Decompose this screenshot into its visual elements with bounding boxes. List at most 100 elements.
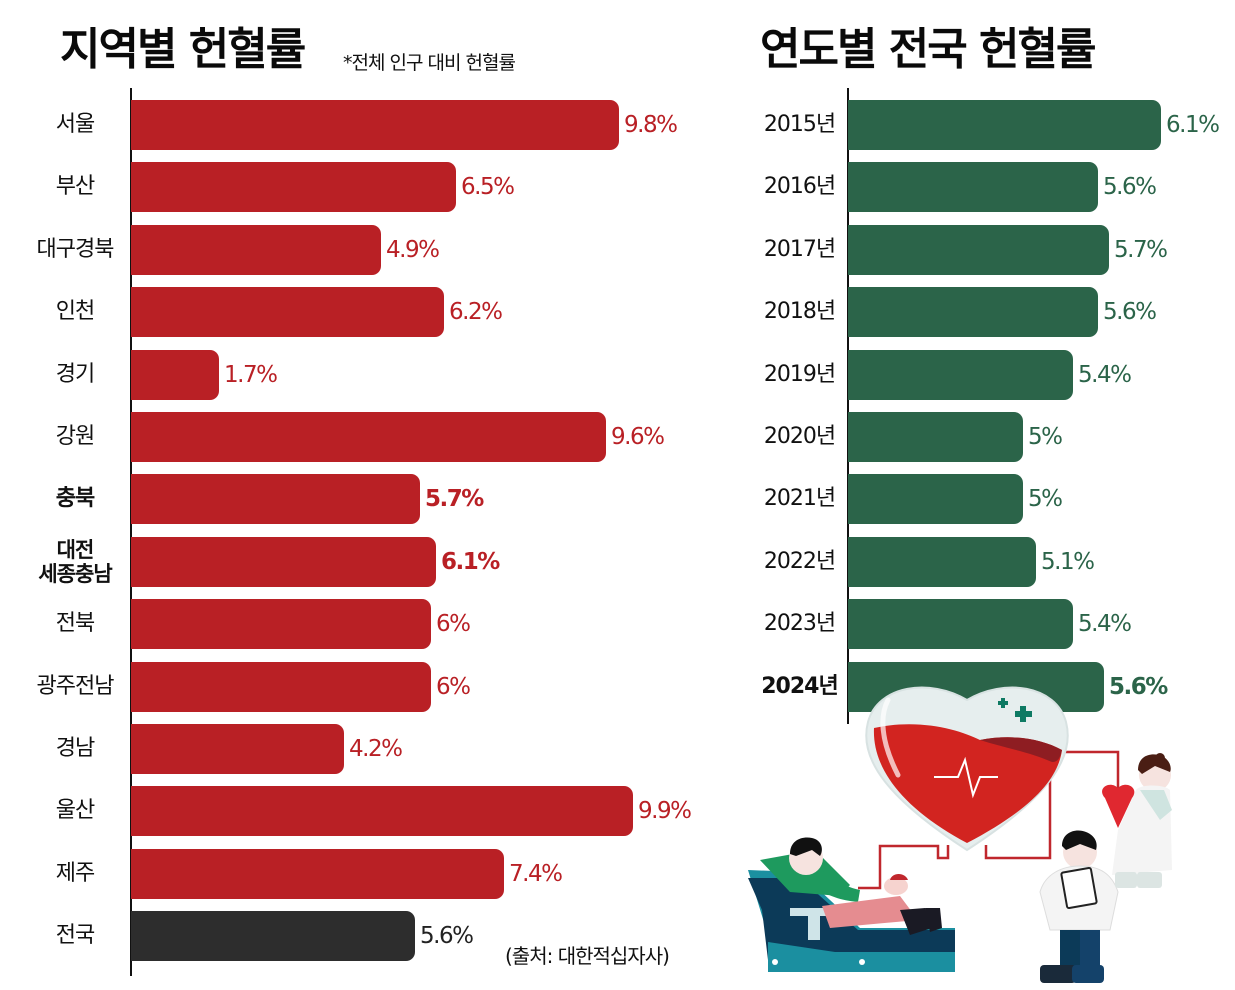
- year-label: 2022년: [763, 548, 836, 574]
- year-row: 2019년 5.4%: [0, 349, 1235, 400]
- regional-chart-axis: [130, 88, 132, 976]
- region-row: 경남 4.2%: [0, 724, 1235, 774]
- doctor-with-clipboard: [1039, 830, 1119, 983]
- year-row: 2021년 5%: [0, 474, 1235, 525]
- region-bar: [131, 786, 633, 837]
- value-label: 5%: [1028, 486, 1063, 513]
- value-label: 5.4%: [1078, 611, 1132, 638]
- value-label: 4.2%: [349, 736, 403, 762]
- region-row: 전북 6%: [0, 599, 1235, 650]
- year-row: 2022년 5.1%: [0, 536, 1235, 587]
- region-row: 대전 세종충남 6.1%: [0, 536, 1235, 587]
- year-label: 2021년: [763, 486, 836, 512]
- value-label: 5.6%: [1103, 174, 1157, 201]
- region-bar: [131, 661, 431, 712]
- medical-plus-icon: [998, 698, 1032, 722]
- region-bar: [131, 412, 606, 462]
- value-label: 5.7%: [1114, 236, 1168, 263]
- category-label-line: 대전: [56, 537, 95, 562]
- value-label: 6.1%: [1166, 112, 1220, 138]
- region-row: 부산 6.5%: [0, 162, 1235, 213]
- region-label: 부산: [55, 174, 95, 200]
- region-bar: [131, 162, 456, 213]
- region-bar: [131, 287, 444, 338]
- year-label: 2024년: [761, 673, 838, 699]
- year-bar: [848, 100, 1161, 150]
- blood-donation-illustration: [748, 686, 1172, 983]
- yearly-chart-axis: [847, 88, 849, 724]
- region-row: 전국 5.6%: [0, 911, 1235, 962]
- value-label: 5.1%: [1041, 548, 1095, 575]
- year-bar: [848, 536, 1036, 587]
- region-bar: [131, 911, 415, 962]
- year-bar: [848, 162, 1098, 213]
- value-label: 5.4%: [1078, 361, 1132, 388]
- region-bar: [131, 724, 344, 774]
- tube-lines: [858, 750, 1120, 890]
- year-label: 2018년: [763, 299, 836, 325]
- year-bar: [848, 349, 1073, 400]
- value-label: 5%: [1028, 424, 1063, 450]
- year-label: 2020년: [763, 424, 836, 449]
- region-label: 대전 세종충남: [20, 537, 130, 587]
- region-bar: [131, 224, 381, 275]
- region-label: 경기: [55, 361, 95, 387]
- year-bar: [848, 287, 1098, 338]
- value-label: 5.6%: [1109, 673, 1168, 700]
- region-bar: [131, 474, 420, 525]
- region-label: 울산: [55, 798, 95, 824]
- donor-in-chair: [748, 837, 955, 972]
- region-bar: [131, 848, 504, 899]
- region-row: 서울 9.8%: [0, 100, 1235, 150]
- region-row: 광주전남 6%: [0, 661, 1235, 712]
- value-label: 5.6%: [420, 923, 474, 950]
- year-label: 2016년: [763, 174, 836, 200]
- year-row: 2018년 5.6%: [0, 287, 1235, 338]
- heartbeat-line-icon: [934, 756, 998, 799]
- value-label: 6.5%: [461, 174, 515, 201]
- year-bar: [848, 224, 1109, 275]
- regional-chart-subtitle: *전체 인구 대비 헌혈률: [343, 52, 516, 74]
- region-label: 전국: [55, 923, 95, 949]
- region-label: 광주전남: [36, 673, 115, 699]
- year-label: 2019년: [763, 361, 836, 387]
- regional-chart-title: 지역별 헌혈률: [60, 24, 306, 75]
- region-row: 울산 9.9%: [0, 786, 1235, 837]
- year-label: 2015년: [763, 112, 836, 137]
- region-row: 인천 6.2%: [0, 287, 1235, 338]
- value-label: 5.6%: [1103, 299, 1157, 326]
- value-label: 9.6%: [611, 424, 665, 450]
- region-label: 충북: [55, 486, 95, 512]
- year-row: 2020년 5%: [0, 412, 1235, 462]
- region-row: 강원 9.6%: [0, 412, 1235, 462]
- region-row: 대구경북 4.9%: [0, 224, 1235, 275]
- value-label: 6.1%: [441, 548, 500, 575]
- region-label: 제주: [55, 860, 95, 886]
- value-label: 6%: [436, 611, 471, 638]
- value-label: 6.2%: [449, 299, 503, 326]
- value-label: 1.7%: [224, 361, 278, 388]
- region-label: 강원: [55, 424, 95, 449]
- region-bar: [131, 100, 619, 150]
- region-row: 경기 1.7%: [0, 349, 1235, 400]
- region-bar: [131, 536, 436, 587]
- year-row: 2015년 6.1%: [0, 100, 1235, 150]
- year-row: 2017년 5.7%: [0, 224, 1235, 275]
- region-label: 서울: [55, 112, 95, 137]
- year-label: 2017년: [763, 236, 836, 262]
- category-label-line: 세종충남: [38, 561, 112, 586]
- region-label: 전북: [55, 611, 95, 637]
- region-bar: [131, 599, 431, 650]
- value-label: 6%: [436, 673, 471, 700]
- region-row: 제주 7.4%: [0, 848, 1235, 899]
- value-label: 5.7%: [425, 486, 484, 513]
- value-label: 7.4%: [509, 860, 563, 887]
- value-label: 9.9%: [638, 798, 692, 825]
- year-bar: [848, 474, 1023, 525]
- value-label: 4.9%: [386, 236, 440, 263]
- year-bar: [848, 599, 1073, 650]
- region-label: 경남: [55, 736, 95, 761]
- nurse-holding-heart: [1102, 753, 1172, 888]
- yearly-chart-title: 연도별 전국 헌혈률: [760, 24, 1096, 75]
- year-row: 2016년 5.6%: [0, 162, 1235, 213]
